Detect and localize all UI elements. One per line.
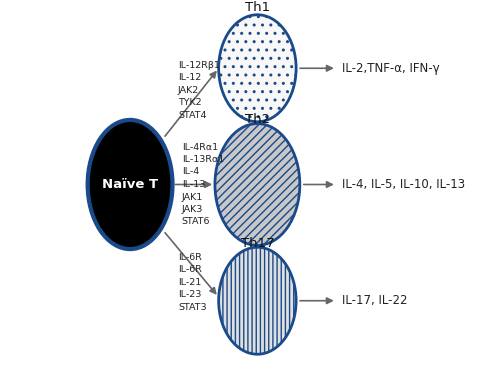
Text: Naïve T: Naïve T [102, 178, 158, 191]
Text: IL-12Rβ1
IL-12
JAK2
TYK2
STAT4: IL-12Rβ1 IL-12 JAK2 TYK2 STAT4 [178, 61, 220, 120]
Ellipse shape [218, 247, 296, 354]
Text: IL-2,TNF-α, IFN-γ: IL-2,TNF-α, IFN-γ [342, 62, 440, 75]
Text: IL-6R
IL-6R
IL-21
IL-23
STAT3: IL-6R IL-6R IL-21 IL-23 STAT3 [178, 253, 206, 312]
Ellipse shape [218, 15, 296, 122]
Text: Th1: Th1 [245, 1, 270, 14]
Ellipse shape [88, 120, 172, 249]
Text: IL-4, IL-5, IL-10, IL-13: IL-4, IL-5, IL-10, IL-13 [342, 178, 466, 191]
Ellipse shape [215, 124, 300, 245]
Text: IL-17, IL-22: IL-17, IL-22 [342, 294, 408, 307]
Text: IL-4Rα1
IL-13Rα1
IL-4
IL-13
JAK1
JAK3
STAT6: IL-4Rα1 IL-13Rα1 IL-4 IL-13 JAK1 JAK3 ST… [182, 142, 224, 227]
Text: Th17: Th17 [240, 237, 274, 250]
Text: Th2: Th2 [245, 113, 270, 127]
